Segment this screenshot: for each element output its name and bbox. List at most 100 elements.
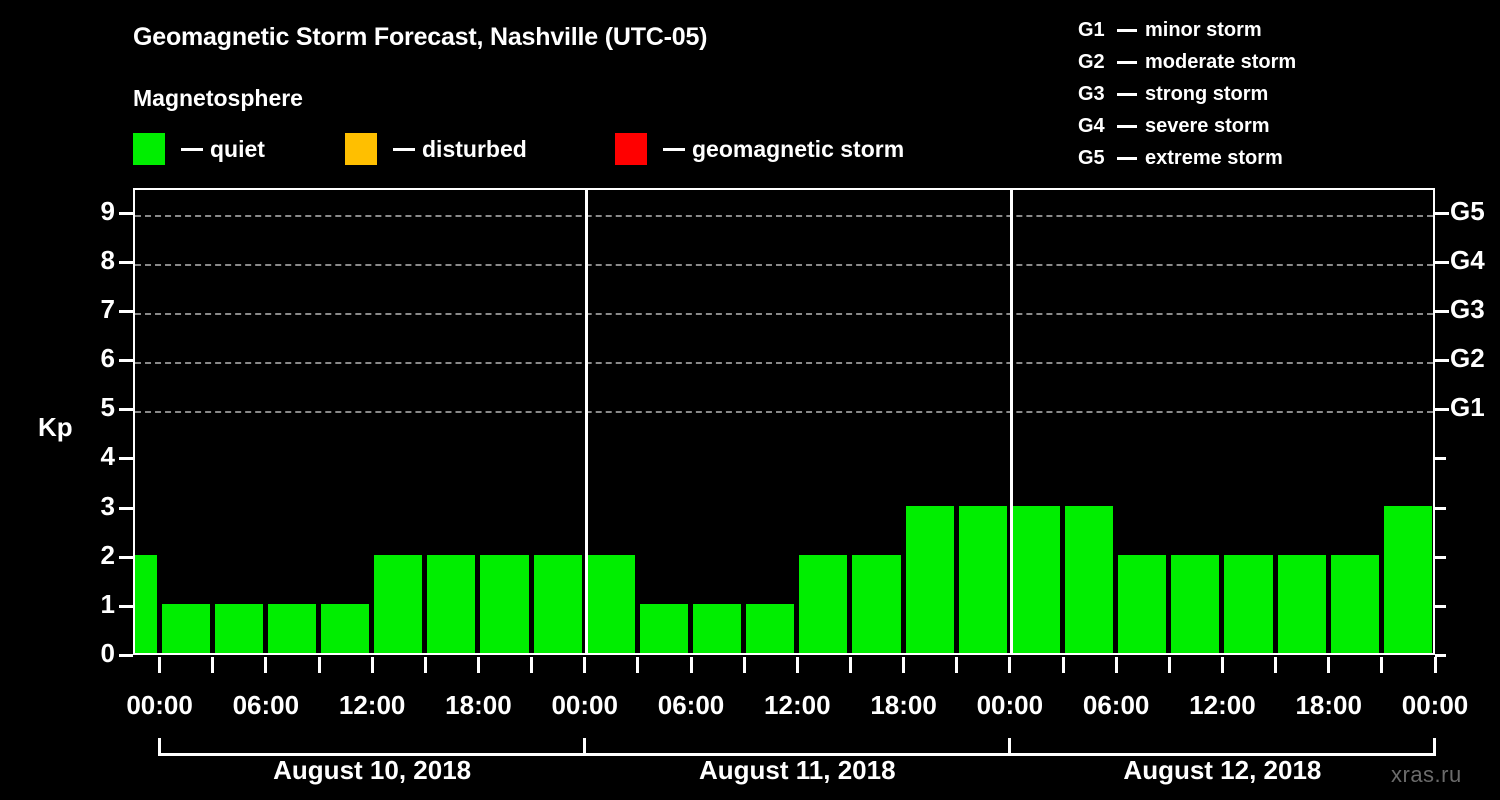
y-tick-label-g2: G2 [1450,343,1485,374]
x-tick-label: 12:00 [338,690,406,720]
x-tick-label: 12:00 [1189,690,1256,720]
x-tick-mark [1274,657,1278,673]
y-tick-label-kp-1: 1 [100,588,115,619]
g-legend-dash-icon [1117,124,1137,128]
bar [427,554,476,653]
bar [161,603,210,653]
y-tick-label-kp-2: 2 [100,539,115,570]
y-tick-mark-right [1435,359,1449,363]
y-tick-mark [119,457,133,461]
bar [639,603,688,653]
x-tick-mark [742,657,746,673]
x-tick-mark [1008,657,1012,673]
x-tick-mark [795,657,799,673]
x-tick-label: 00:00 [1401,690,1469,720]
day-bracket [1008,738,1437,756]
x-tick-label: 12:00 [764,690,831,720]
g-legend-code: G5 [1078,146,1105,169]
legend-label-geomagnetic-storm: geomagnetic storm [692,135,905,162]
y-tick-label-g3: G3 [1450,293,1485,324]
gridline-kp-7 [135,312,1433,315]
bar [1011,505,1060,653]
bar [135,554,157,653]
bar [852,554,901,653]
g-legend-row-g2: G2 moderate storm [1078,46,1408,78]
day-separator [585,190,589,653]
bar [1065,505,1114,653]
g-legend-dash-icon [1117,28,1137,32]
y-tick-label-g1: G1 [1450,392,1485,423]
legend-swatch-disturbed [345,133,377,165]
g-legend-row-g1: G1 minor storm [1078,14,1408,46]
legend-entry-quiet: quiet [133,133,265,165]
y-tick-label-kp-0: 0 [100,638,115,668]
gridline-kp-9 [135,214,1433,217]
bar [1224,554,1273,653]
day-label: August 12, 2018 [1123,755,1322,785]
watermark: xras.ru [1391,762,1462,787]
x-tick-mark [1433,657,1437,673]
gridline-kp-6 [135,362,1433,365]
legend-label-quiet: quiet [210,135,265,162]
x-tick-mark [1380,657,1384,673]
g-legend-row-g5: G5 extreme storm [1078,142,1408,174]
gridline-kp-8 [135,263,1433,266]
bar [958,505,1007,653]
page-title: Geomagnetic Storm Forecast, Nashville (U… [133,23,708,51]
bar [480,554,529,653]
y-tick-mark-right [1435,211,1449,215]
y-tick-mark [119,309,133,313]
g-scale-legend: G1 minor storm G2 moderate storm G3 strong st… [1078,14,1408,174]
x-tick-label: 18:00 [1295,690,1362,720]
y-tick-label-kp-8: 8 [100,244,115,275]
legend-label-disturbed: disturbed [422,135,527,162]
g-legend-dash-icon [1117,92,1137,96]
y-tick-mark [119,359,133,363]
x-tick-label: 06:00 [1082,690,1150,720]
y-tick-mark-right [1435,506,1446,510]
gridline-kp-5 [135,411,1433,414]
g-legend-text: moderate storm [1145,50,1297,73]
x-tick-mark [530,657,534,673]
bar [533,554,582,653]
x-tick-mark [317,657,321,673]
legend-swatch-geomagnetic-storm [615,133,647,165]
x-tick-label: 18:00 [870,690,937,720]
g-legend-text: minor storm [1145,18,1262,41]
g-legend-code: G3 [1078,82,1105,105]
y-tick-mark-right [1435,457,1446,461]
g-legend-row-g3: G3 strong storm [1078,78,1408,110]
y-tick-label-g4: G4 [1450,244,1485,275]
day-separator [1010,190,1014,653]
x-tick-mark [423,657,427,673]
x-tick-mark [1061,657,1065,673]
y-tick-mark [119,555,133,559]
y-tick-mark [119,408,133,412]
x-tick-mark [583,657,587,673]
y-tick-mark-right [1435,408,1449,412]
x-tick-mark [264,657,268,673]
bar [586,554,635,653]
x-tick-mark [689,657,693,673]
x-tick-mark [158,657,162,673]
plot-area [133,188,1435,655]
x-tick-mark [211,657,215,673]
x-tick-mark [1167,657,1171,673]
day-label: August 10, 2018 [273,755,472,785]
day-bracket [583,738,1012,756]
bar [693,603,742,653]
y-tick-mark-right [1435,260,1449,264]
y-tick-mark-right [1435,309,1449,313]
y-tick-mark-right [1435,654,1446,657]
bar [905,505,954,653]
x-tick-label: 06:00 [232,690,300,720]
y-tick-mark [119,211,133,215]
bar [1383,505,1432,653]
legend-entry-disturbed: disturbed [345,133,527,165]
g-legend-row-g4: G4 severe storm [1078,110,1408,142]
y-tick-label-kp-6: 6 [100,343,115,374]
bar [214,603,263,653]
g-legend-code: G4 [1078,114,1105,137]
bar [321,603,370,653]
